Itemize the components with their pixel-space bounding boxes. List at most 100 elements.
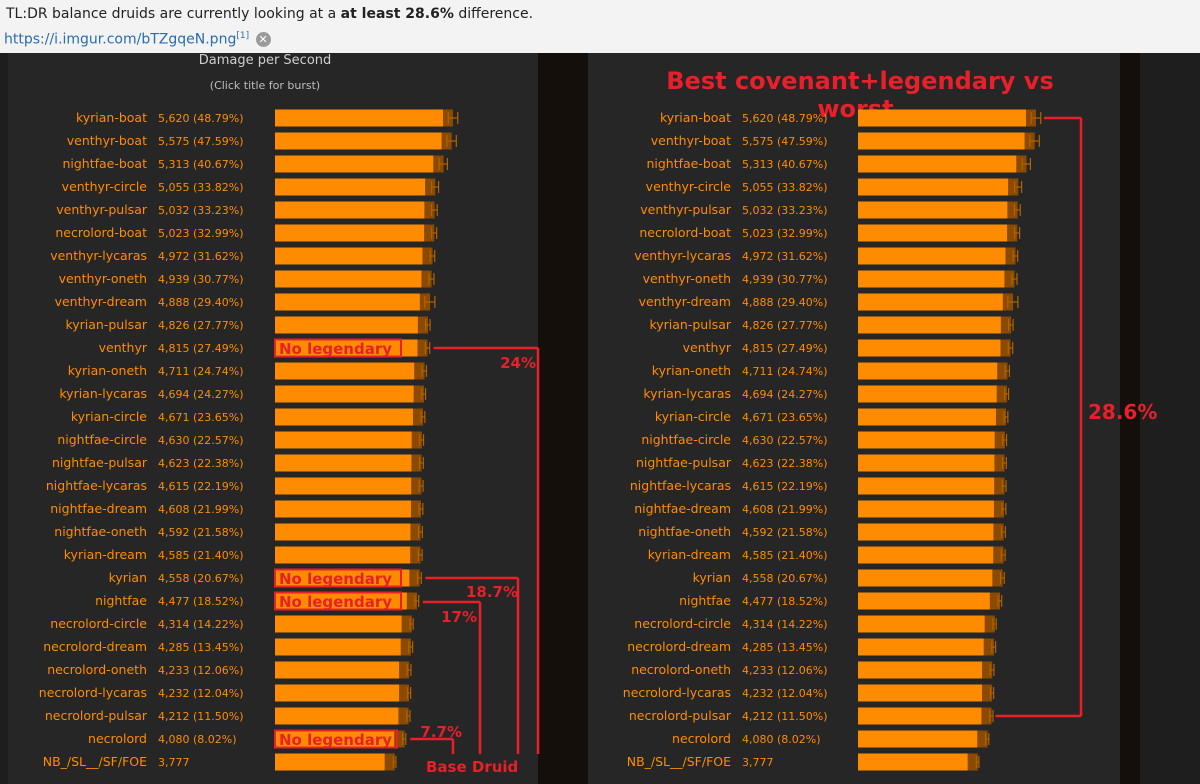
right-gutter bbox=[1120, 53, 1140, 784]
right-bar bbox=[858, 362, 1008, 380]
base-druid-label: Base Druid bbox=[426, 758, 518, 776]
right-bar-end bbox=[996, 385, 1007, 403]
left-bar-end bbox=[411, 431, 422, 449]
left-category-label: kyrian-pulsar bbox=[65, 317, 147, 332]
right-bar bbox=[858, 592, 1000, 610]
right-bar bbox=[858, 454, 1005, 472]
left-bar bbox=[275, 431, 422, 449]
right-bar bbox=[858, 523, 1004, 541]
right-category-label: necrolord-oneth bbox=[631, 662, 731, 677]
right-bar bbox=[858, 569, 1003, 587]
left-bar-end bbox=[410, 500, 421, 518]
right-value-label: 3,777 bbox=[742, 756, 774, 769]
right-bar bbox=[858, 247, 1016, 265]
right-bar-end bbox=[1016, 155, 1027, 173]
right-bar bbox=[858, 155, 1027, 173]
right-value-label: 4,615 (22.19%) bbox=[742, 480, 828, 493]
left-value-label: 4,232 (12.04%) bbox=[158, 687, 244, 700]
left-value-label: 3,777 bbox=[158, 756, 190, 769]
right-value-label: 4,558 (20.67%) bbox=[742, 572, 828, 585]
right-bar-end bbox=[992, 569, 1003, 587]
no-legendary-box bbox=[274, 729, 398, 749]
left-value-label: 4,608 (21.99%) bbox=[158, 503, 244, 516]
left-category-label: kyrian-lycaras bbox=[59, 386, 147, 401]
right-bar bbox=[858, 684, 993, 702]
left-bar bbox=[275, 500, 421, 518]
left-value-label: 4,671 (23.65%) bbox=[158, 411, 244, 424]
right-value-label: 4,285 (13.45%) bbox=[742, 641, 828, 654]
right-bar bbox=[858, 224, 1018, 242]
right-value-label: 5,575 (47.59%) bbox=[742, 135, 828, 148]
right-bar-end bbox=[984, 615, 995, 633]
right-category-label: necrolord-boat bbox=[639, 225, 731, 240]
right-bar bbox=[858, 707, 992, 725]
left-category-label: venthyr-boat bbox=[67, 133, 147, 148]
left-bar bbox=[275, 132, 452, 150]
left-bar bbox=[275, 730, 405, 748]
left-bar bbox=[275, 270, 432, 288]
right-category-label: kyrian-circle bbox=[655, 409, 731, 424]
image-link[interactable]: https://i.imgur.com/bTZgqeN.png bbox=[4, 31, 237, 48]
left-category-label: kyrian-boat bbox=[76, 110, 147, 125]
right-bar-end bbox=[1004, 270, 1015, 288]
right-value-label: 4,608 (21.99%) bbox=[742, 503, 828, 516]
percent-28-6-label: 28.6% bbox=[1088, 400, 1157, 424]
right-bar-end bbox=[1000, 339, 1011, 357]
left-bar bbox=[275, 592, 417, 610]
right-value-label: 4,232 (12.04%) bbox=[742, 687, 828, 700]
close-icon[interactable]: ✕ bbox=[255, 32, 271, 48]
right-bar-end bbox=[982, 684, 993, 702]
left-bar bbox=[275, 201, 435, 219]
right-bar bbox=[858, 270, 1015, 288]
left-bar bbox=[275, 615, 412, 633]
right-bar bbox=[858, 661, 993, 679]
right-value-label: 4,972 (31.62%) bbox=[742, 250, 828, 263]
left-category-label: necrolord-dream bbox=[43, 639, 147, 654]
left-value-label: 4,585 (21.40%) bbox=[158, 549, 244, 562]
left-value-label: 4,630 (22.57%) bbox=[158, 434, 244, 447]
left-category-label: necrolord bbox=[88, 731, 147, 746]
percent-24-label: 24% bbox=[500, 354, 536, 372]
right-category-label: venthyr-lycaras bbox=[634, 248, 731, 263]
right-value-label: 4,080 (8.02%) bbox=[742, 733, 821, 746]
right-category-label: venthyr bbox=[683, 340, 732, 355]
left-value-label: 4,477 (18.52%) bbox=[158, 595, 244, 608]
right-category-label: venthyr-oneth bbox=[643, 271, 731, 286]
right-bar bbox=[858, 615, 995, 633]
left-category-label: kyrian bbox=[109, 570, 147, 585]
left-chart-title[interactable]: Damage per Second bbox=[198, 53, 332, 68]
left-value-label: 4,711 (24.74%) bbox=[158, 365, 244, 378]
right-bar-end bbox=[994, 477, 1005, 495]
right-category-label: necrolord-dream bbox=[627, 639, 731, 654]
left-bar-end bbox=[410, 546, 421, 564]
left-bar-end bbox=[425, 178, 436, 196]
left-bar bbox=[275, 408, 423, 426]
left-category-label: nightfae-dream bbox=[50, 501, 147, 516]
right-bar-end bbox=[983, 638, 994, 656]
right-value-label: 4,585 (21.40%) bbox=[742, 549, 828, 562]
right-category-label: necrolord-pulsar bbox=[629, 708, 732, 723]
left-bar-end bbox=[417, 339, 428, 357]
left-value-label: 4,592 (21.58%) bbox=[158, 526, 244, 539]
left-category-label: necrolord-lycaras bbox=[39, 685, 147, 700]
left-value-label: 4,815 (27.49%) bbox=[158, 342, 244, 355]
right-value-label: 4,314 (14.22%) bbox=[742, 618, 828, 631]
footnote-marker[interactable]: [1] bbox=[236, 31, 250, 41]
left-category-label: kyrian-circle bbox=[71, 409, 147, 424]
right-bar-end bbox=[989, 592, 1000, 610]
no-legendary-label: No legendary bbox=[279, 340, 392, 358]
right-bar bbox=[858, 316, 1011, 334]
right-category-label: kyrian-lycaras bbox=[643, 386, 731, 401]
left-bar-end bbox=[406, 592, 417, 610]
left-value-label: 4,233 (12.06%) bbox=[158, 664, 244, 677]
left-bar-end bbox=[399, 684, 410, 702]
left-bar bbox=[275, 546, 421, 564]
image-link-row: https://i.imgur.com/bTZgqeN.png[1] ✕ bbox=[4, 31, 271, 48]
right-value-label: 4,630 (22.57%) bbox=[742, 434, 828, 447]
left-bar bbox=[275, 109, 453, 127]
right-bar bbox=[858, 293, 1013, 311]
left-chart-panel bbox=[8, 53, 538, 784]
left-value-label: 5,023 (32.99%) bbox=[158, 227, 244, 240]
right-value-label: 5,023 (32.99%) bbox=[742, 227, 828, 240]
no-legendary-box bbox=[274, 591, 402, 611]
